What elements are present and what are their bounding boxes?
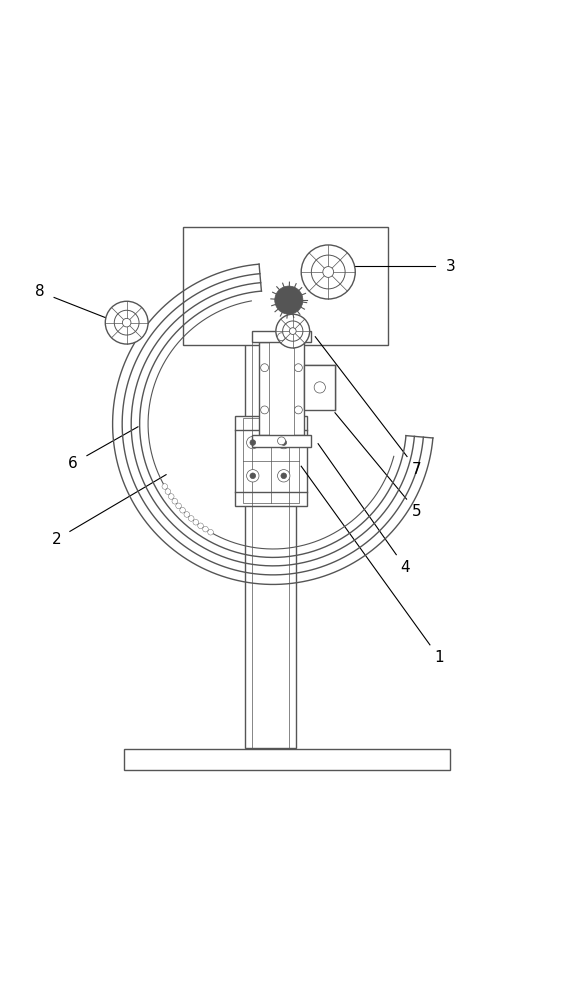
Circle shape xyxy=(314,382,325,393)
Circle shape xyxy=(281,473,287,479)
Circle shape xyxy=(323,267,334,277)
Circle shape xyxy=(176,503,181,509)
Text: 4: 4 xyxy=(400,560,410,575)
Circle shape xyxy=(278,470,290,482)
Circle shape xyxy=(250,473,256,479)
Bar xyxy=(252,435,311,447)
Circle shape xyxy=(278,333,285,341)
Circle shape xyxy=(162,484,168,489)
Circle shape xyxy=(208,529,213,535)
Text: 8: 8 xyxy=(34,284,44,299)
Circle shape xyxy=(276,314,310,348)
Text: 5: 5 xyxy=(412,504,422,519)
Circle shape xyxy=(165,489,171,494)
Bar xyxy=(245,342,296,748)
Circle shape xyxy=(247,436,259,449)
Bar xyxy=(259,342,304,435)
Circle shape xyxy=(281,440,287,445)
Circle shape xyxy=(180,507,185,513)
Bar xyxy=(304,365,335,410)
Circle shape xyxy=(193,519,199,525)
Circle shape xyxy=(311,255,345,289)
Circle shape xyxy=(278,436,290,449)
Text: 1: 1 xyxy=(434,650,444,665)
Bar xyxy=(252,331,311,342)
Circle shape xyxy=(168,494,174,499)
Circle shape xyxy=(301,245,355,299)
Circle shape xyxy=(203,526,208,532)
Circle shape xyxy=(275,286,303,314)
Circle shape xyxy=(283,321,303,341)
Circle shape xyxy=(198,523,203,529)
Bar xyxy=(252,342,289,748)
Circle shape xyxy=(114,310,139,335)
Bar xyxy=(183,227,388,345)
Circle shape xyxy=(172,498,177,504)
Circle shape xyxy=(289,328,296,334)
Circle shape xyxy=(261,406,269,414)
Circle shape xyxy=(247,470,259,482)
Circle shape xyxy=(278,437,285,445)
Circle shape xyxy=(294,406,302,414)
Circle shape xyxy=(294,364,302,372)
Circle shape xyxy=(122,318,131,327)
Circle shape xyxy=(250,440,256,445)
Circle shape xyxy=(189,516,194,521)
Text: 2: 2 xyxy=(51,532,61,547)
Circle shape xyxy=(105,301,148,344)
Circle shape xyxy=(184,512,190,517)
Bar xyxy=(235,416,307,506)
Bar xyxy=(252,334,289,342)
Text: 6: 6 xyxy=(68,456,78,471)
Circle shape xyxy=(261,364,269,372)
Bar xyxy=(124,749,450,770)
Text: 3: 3 xyxy=(445,259,455,274)
Bar xyxy=(243,418,299,503)
Text: 7: 7 xyxy=(412,462,422,477)
Bar xyxy=(269,342,294,435)
